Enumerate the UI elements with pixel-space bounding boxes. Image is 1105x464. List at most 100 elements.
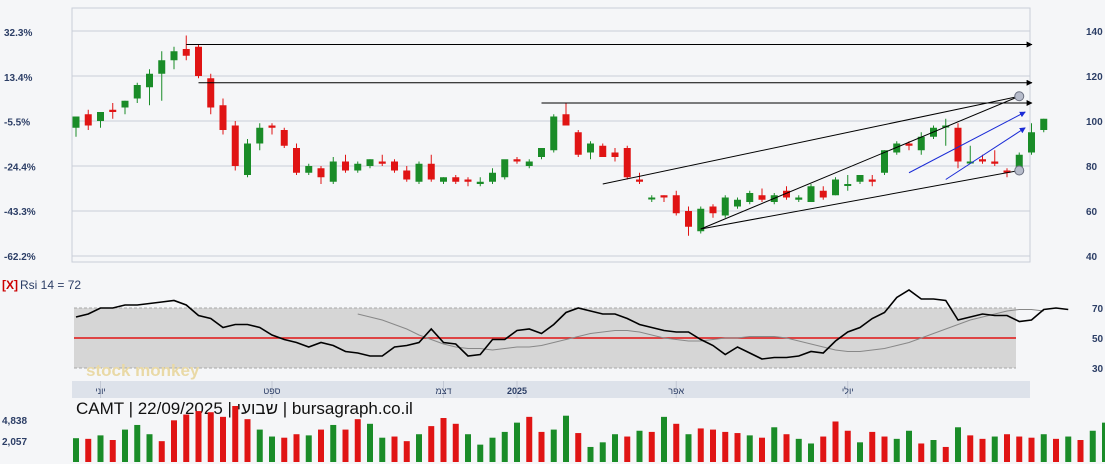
volume-bar [256, 429, 263, 462]
volume-bar [1077, 440, 1084, 462]
candle-down [611, 152, 619, 157]
candle-up [501, 159, 509, 178]
volume-bar [636, 430, 643, 462]
candle-down [280, 130, 288, 146]
volume-bar [979, 438, 986, 462]
volume-bar [893, 438, 900, 462]
candle-down [574, 132, 582, 155]
volume-bar [832, 421, 839, 462]
volume-bar [710, 429, 716, 462]
volume-bar [722, 431, 729, 462]
x-axis-label: יולי [842, 386, 854, 396]
volume-bar [85, 438, 92, 462]
candle-down [342, 161, 349, 171]
volume-bar [1040, 434, 1047, 462]
grid-layer [71, 7, 1031, 263]
volume-bar [857, 442, 863, 462]
candle-up [97, 112, 104, 121]
candle-down [758, 195, 766, 200]
candle-down [623, 148, 631, 178]
volume-bar [465, 434, 471, 462]
candle-down [427, 163, 435, 180]
volume-bar [269, 436, 275, 462]
x-axis-label: דצמ [435, 386, 451, 396]
candle-up [72, 116, 80, 128]
candle-up [158, 60, 166, 74]
volume-bar [673, 423, 680, 462]
trendline [700, 170, 1020, 230]
candle-down [1003, 170, 1011, 173]
candle-down [231, 125, 239, 166]
volume-bar [881, 436, 888, 462]
price-tick-label: 80 [1086, 162, 1098, 173]
candle-up [746, 193, 754, 202]
rsi-line [75, 289, 1069, 360]
rsi-remove-button[interactable]: [X] [2, 278, 18, 292]
candle-up [721, 197, 729, 216]
volume-bar [563, 415, 569, 462]
volume-bar [146, 434, 153, 462]
rsi-signal-line [357, 309, 1044, 352]
candle-up [807, 186, 815, 202]
volume-bar [771, 427, 778, 462]
price-tick-label: 140 [1086, 27, 1103, 38]
volume-bar [587, 446, 594, 462]
volume-bar [930, 440, 937, 462]
volume-bar [183, 414, 190, 462]
candle-up [893, 143, 901, 153]
volume-bar [293, 434, 300, 462]
candle-up [256, 127, 264, 144]
volume-bar [477, 444, 484, 462]
candle-up [1015, 154, 1023, 169]
left-axis-percent: 32.3% 13.4% -5.5% -24.4% -43.3% -62.2% [4, 28, 36, 263]
volume-bar [330, 424, 337, 462]
rsi-level-label: 30 [1092, 364, 1104, 375]
trendline [700, 95, 1020, 230]
rsi-level-label: 50 [1092, 334, 1104, 345]
volume-bar [171, 420, 177, 462]
percent-tick-label: 13.4% [4, 73, 32, 84]
volume-bar [746, 435, 753, 462]
percent-tick-label: -5.5% [4, 118, 30, 129]
candle-down [219, 105, 227, 130]
volume-bar [514, 422, 520, 462]
candle-down [452, 177, 460, 182]
volume-bar [220, 416, 226, 462]
volume-bar [391, 436, 398, 462]
volume-bar [612, 434, 618, 462]
candle-up [856, 175, 864, 182]
volume-bar [97, 435, 104, 462]
watermark-logo: stock monkey [86, 361, 200, 380]
volume-axis-label: 2,057 [2, 437, 27, 448]
candle-down [207, 78, 215, 108]
candle-up [366, 159, 374, 166]
volume-bar [685, 434, 692, 462]
volume-bar [501, 431, 508, 462]
trendline-anchor-marker [1014, 91, 1025, 102]
x-axis-label: אפר [668, 386, 684, 396]
price-tick-label: 120 [1086, 72, 1103, 83]
rsi-panel: [X] Rsi 14 = 72 30 50 70 stock monkey [2, 278, 1104, 380]
volume-bar [661, 416, 667, 462]
candle-down [317, 168, 325, 178]
x-axis-strip [72, 381, 1030, 398]
volume-bar [734, 433, 741, 462]
volume-bar [906, 430, 912, 462]
volume-bar [367, 423, 373, 462]
candle-down [979, 159, 986, 162]
volume-bar [575, 433, 582, 462]
right-axis-price: 40 60 80 100 120 140 [1086, 27, 1103, 263]
candle-up [146, 73, 153, 88]
volume-bar [783, 434, 790, 462]
candle-down [195, 46, 202, 76]
volume-bar [624, 436, 631, 462]
volume-bar [318, 429, 324, 462]
volume-bar [207, 412, 214, 462]
volume-bar [795, 438, 802, 462]
volume-bar [869, 431, 876, 462]
volume-bar [232, 406, 239, 462]
candle-up [354, 163, 362, 171]
volume-bar [648, 431, 655, 462]
candle-up [440, 177, 447, 182]
